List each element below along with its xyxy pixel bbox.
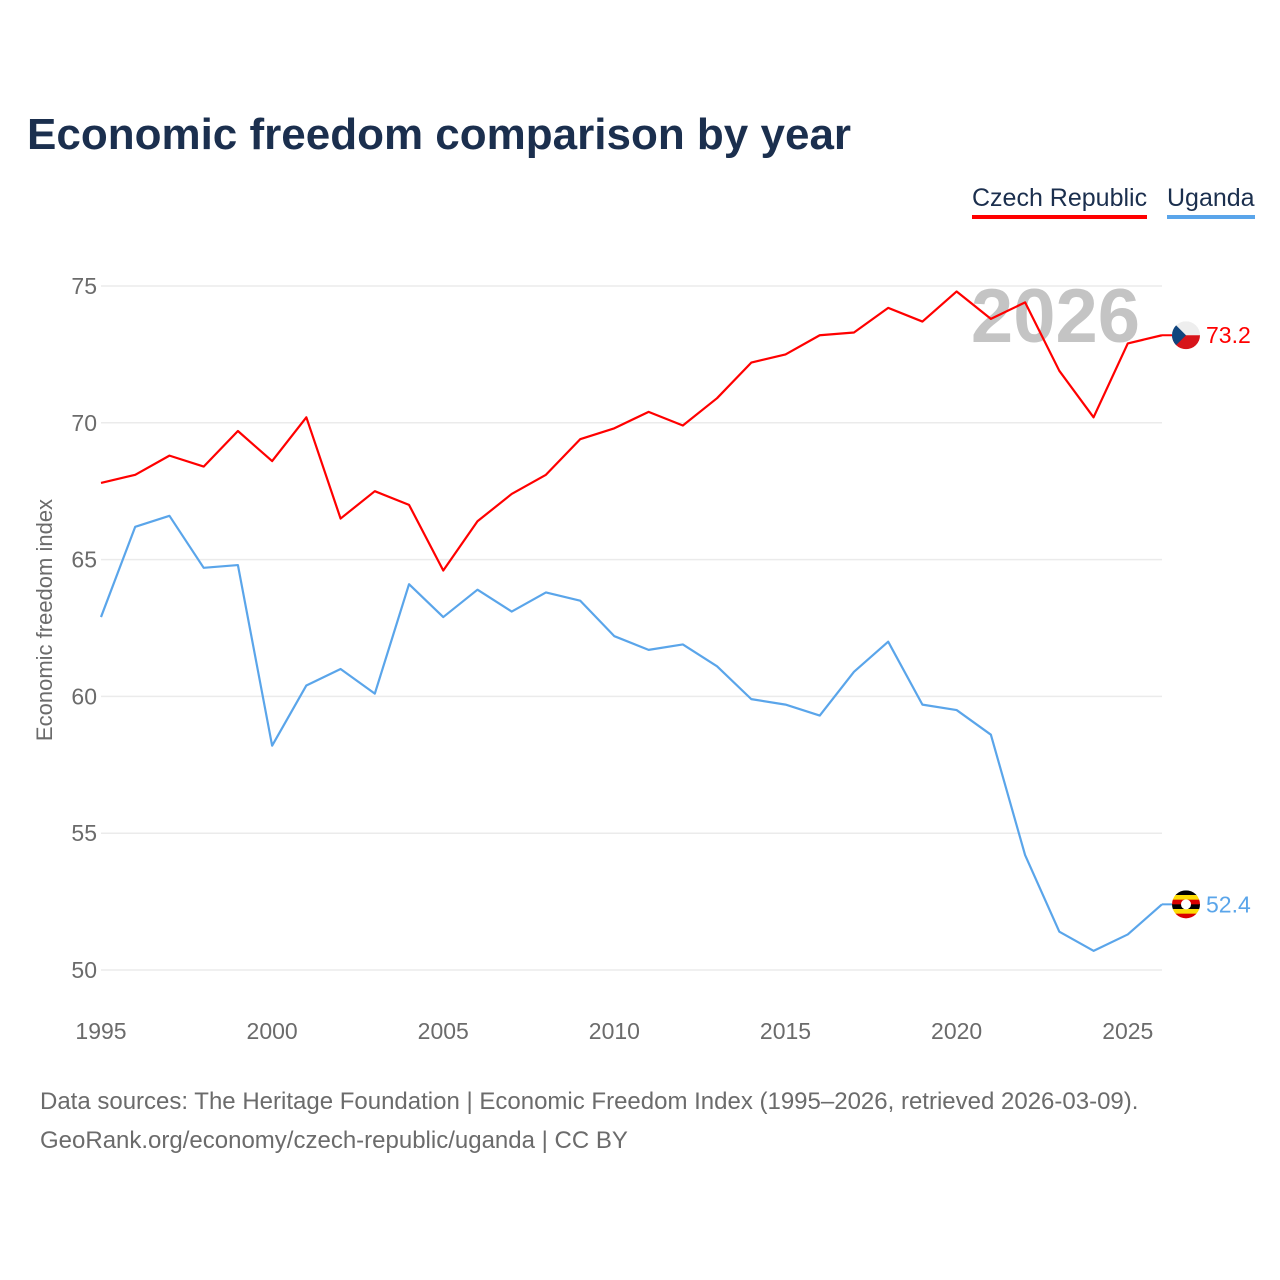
x-tick-label: 1995 [75, 1018, 126, 1044]
x-tick-label: 2025 [1102, 1018, 1153, 1044]
x-tick-label: 2005 [418, 1018, 469, 1044]
data-source-note: Data sources: The Heritage Foundation | … [40, 1088, 1139, 1115]
end-value-label: 52.4 [1206, 891, 1251, 917]
legend-uganda[interactable]: Uganda [1167, 184, 1255, 219]
y-tick-label: 50 [71, 957, 97, 983]
chart-title: Economic freedom comparison by year [27, 110, 852, 159]
end-value-label: 73.2 [1206, 322, 1251, 348]
uganda-flag-icon [1172, 890, 1200, 919]
y-tick-label: 60 [71, 683, 97, 709]
x-tick-label: 2000 [247, 1018, 298, 1044]
y-tick-label: 65 [71, 547, 97, 573]
attribution-link[interactable]: GeoRank.org/economy/czech-republic/ugand… [40, 1127, 628, 1154]
y-tick-label: 70 [71, 410, 97, 436]
series-line-czech-republic [100, 290, 1163, 572]
x-tick-label: 2010 [589, 1018, 640, 1044]
series-line-uganda [99, 514, 1163, 952]
x-tick-label: 2020 [931, 1018, 982, 1044]
y-axis-label: Economic freedom index [32, 499, 57, 741]
legend-czech-republic[interactable]: Czech Republic [972, 184, 1148, 219]
x-tick-label: 2015 [760, 1018, 811, 1044]
y-tick-label: 55 [71, 820, 97, 846]
czech-flag-icon [1172, 321, 1200, 350]
year-watermark: 2026 [971, 274, 1140, 359]
y-tick-label: 75 [71, 273, 97, 299]
